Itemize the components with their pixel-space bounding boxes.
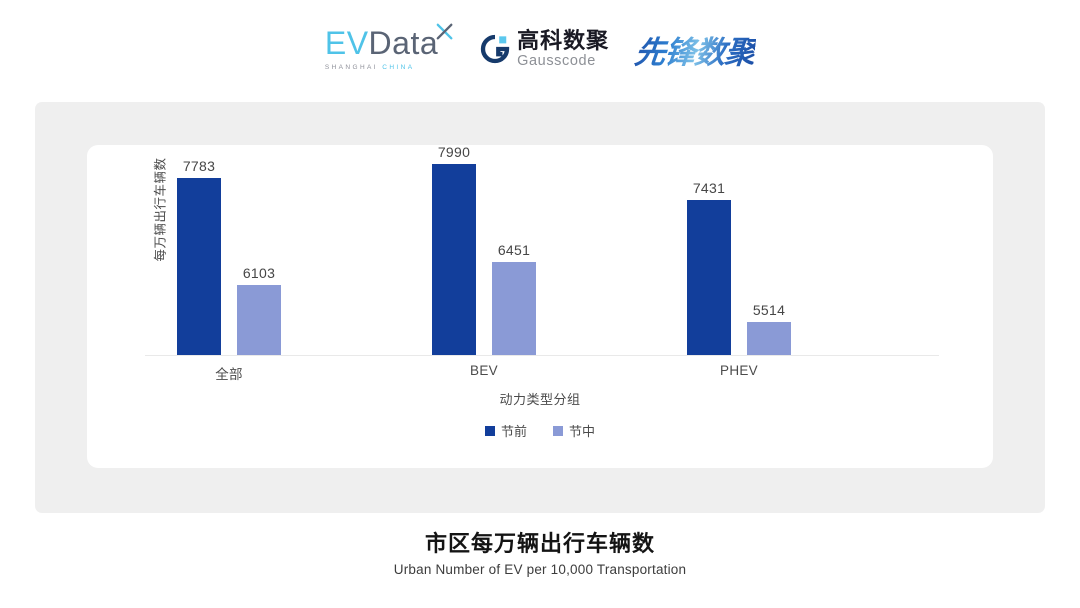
bar-chart: 每万辆出行车辆数 7783 6103 7990 6451 7431 5514 全部 BEV P… xyxy=(87,144,993,468)
category-label: BEV xyxy=(470,363,498,378)
bar-value-label: 5514 xyxy=(752,302,786,318)
plot-area: 7783 6103 7990 6451 7431 5514 xyxy=(144,144,939,355)
gausscode-text: 高科数聚 Gausscode xyxy=(517,27,610,69)
gausscode-cn-name: 高科数聚 xyxy=(517,27,610,53)
bar-节中[interactable] xyxy=(492,262,536,355)
category-label: 全部 xyxy=(215,367,243,382)
legend-label: 节前 xyxy=(500,424,527,439)
evdata-logo: EVData SHANGHAI CHINA xyxy=(325,23,454,71)
chart-legend: 节前 节中 xyxy=(87,421,993,440)
gausscode-logo: 高科数聚 Gausscode xyxy=(480,27,610,69)
chart-card: 每万辆出行车辆数 7783 6103 7990 6451 7431 5514 全部 BEV P… xyxy=(87,144,993,468)
caption-title: 市区每万辆出行车辆数 xyxy=(424,531,655,556)
bar-item[interactable]: 6103 xyxy=(237,151,281,355)
legend-swatch-icon xyxy=(484,425,495,436)
bar-item[interactable]: 7990 xyxy=(432,144,476,355)
bar-item[interactable]: 7431 xyxy=(687,151,731,355)
bar-value-label: 7783 xyxy=(182,158,216,174)
evdata-city-text: SHANGHAI xyxy=(324,64,378,71)
evdata-ev-text: EV xyxy=(324,25,369,61)
bar-value-label: 7990 xyxy=(437,144,471,160)
evdata-wordmark: EVData xyxy=(325,27,438,59)
bar-节中[interactable] xyxy=(237,285,281,355)
bar-节中[interactable] xyxy=(747,322,791,355)
x-mark-icon xyxy=(436,23,453,40)
xianfeng-shuju-logo: 先锋数聚 xyxy=(633,27,758,72)
figure-caption: 市区每万辆出行车辆数 Urban Number of EV per 10,000… xyxy=(0,530,1080,577)
bar-item[interactable]: 5514 xyxy=(747,151,791,355)
bar-节前[interactable] xyxy=(687,200,731,355)
logo-bar: EVData SHANGHAI CHINA 高科数聚 Gausscode 先锋数… xyxy=(0,18,1080,80)
evdata-tagline: SHANGHAI CHINA xyxy=(325,64,415,71)
bar-节前[interactable] xyxy=(432,164,476,355)
legend-swatch-icon xyxy=(553,425,563,436)
legend-item[interactable]: 节前 xyxy=(484,421,527,440)
g-circle-icon xyxy=(481,34,510,64)
bar-节前[interactable] xyxy=(177,178,221,355)
chart-panel: 每万辆出行车辆数 7783 6103 7990 6451 7431 5514 全部 BEV P… xyxy=(35,102,1045,513)
gausscode-en-name: Gausscode xyxy=(517,52,596,69)
category-label: PHEV xyxy=(720,363,758,378)
evdata-data-text: Data xyxy=(368,25,439,61)
bar-value-label: 6451 xyxy=(497,242,531,258)
evdata-country-text: CHINA xyxy=(382,64,415,71)
bar-value-label: 6103 xyxy=(242,265,276,281)
legend-label: 节中 xyxy=(569,424,596,439)
bar-group: 7431 5514 xyxy=(654,151,824,355)
x-axis-title: 动力类型分组 xyxy=(499,392,581,407)
bar-value-label: 7431 xyxy=(692,180,726,196)
caption-subtitle: Urban Number of EV per 10,000 Transporta… xyxy=(393,561,687,577)
bar-group: 7990 6451 xyxy=(399,144,569,355)
bar-group: 7783 6103 xyxy=(144,151,314,355)
bar-item[interactable]: 7783 xyxy=(177,151,221,355)
bar-item[interactable]: 6451 xyxy=(492,151,536,355)
x-axis-line xyxy=(145,355,939,356)
legend-item[interactable]: 节中 xyxy=(553,421,595,440)
